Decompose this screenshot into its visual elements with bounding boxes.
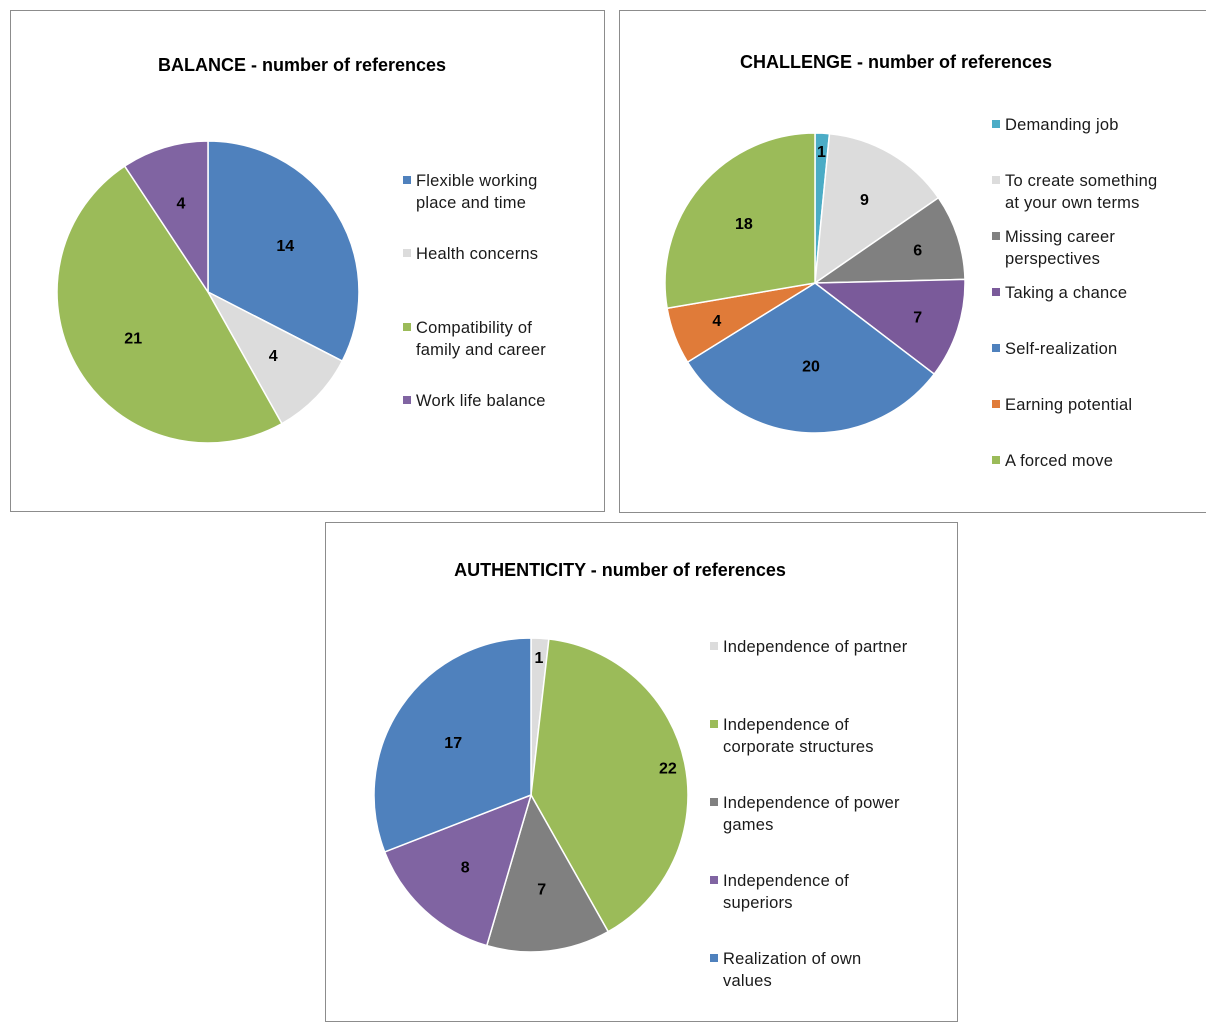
pie-data-labels: 1 9 6 7 20 4 18: [712, 144, 922, 375]
legend-item: Demanding job: [992, 116, 1119, 134]
legend-label: Independence of corporate structures: [723, 716, 874, 756]
legend-item: Taking a chance: [992, 284, 1127, 302]
pie-slice: [123, 140, 209, 295]
legend-label: Independence of power games: [723, 794, 900, 834]
pie-slice: [207, 140, 360, 363]
pie-slice: [664, 132, 816, 310]
legend-swatch: [992, 344, 1000, 352]
legend-swatch: [992, 176, 1000, 184]
legend-swatch: [403, 249, 411, 257]
legend-label: Missing career perspectives: [1005, 228, 1115, 268]
legend-label: Health concerns: [416, 245, 538, 263]
chart-title: AUTHENTICITY - number of references: [454, 560, 786, 580]
legend-swatch: [992, 120, 1000, 128]
pie-slice: [485, 793, 610, 953]
pie-slice: [814, 132, 940, 285]
legend-swatch: [403, 176, 411, 184]
slice-data-label: 14: [276, 238, 294, 255]
slice-data-label: 4: [712, 313, 721, 330]
pie-data-labels: 14 4 21 4: [124, 195, 294, 365]
pie-slice: [812, 196, 966, 284]
legend-swatch: [403, 396, 411, 404]
slice-data-label: 21: [124, 331, 142, 348]
slice-data-label: 1: [534, 650, 543, 667]
legend-item: A forced move: [992, 452, 1113, 470]
legend-item: Independence of power games: [710, 794, 900, 834]
pie-slice: [686, 282, 936, 434]
legend-swatch: [992, 456, 1000, 464]
slice-data-label: 22: [659, 760, 677, 777]
slice-data-label: 6: [913, 243, 922, 260]
legend-label: To create something at your own terms: [1005, 172, 1157, 212]
slice-data-label: 9: [860, 192, 869, 209]
chart-title: CHALLENGE - number of references: [740, 52, 1052, 72]
slice-data-label: 17: [444, 735, 462, 752]
legend-swatch: [710, 954, 718, 962]
legend-item: To create something at your own terms: [992, 172, 1157, 212]
legend-swatch: [710, 876, 718, 884]
legend-label: A forced move: [1005, 452, 1113, 470]
legend-item: Realization of own values: [710, 950, 861, 990]
legend-label: Independence of superiors: [723, 872, 849, 912]
pie-slice: [206, 290, 344, 425]
legend-swatch: [992, 232, 1000, 240]
balance-chart-panel: BALANCE - number of references 14 4 21 4 Flex…: [10, 10, 605, 512]
pie-slice: [812, 278, 966, 376]
slice-data-label: 4: [177, 195, 186, 212]
pie-slices: [664, 132, 966, 434]
legend-item: Self-realization: [992, 340, 1117, 358]
slice-data-label: 20: [802, 358, 820, 375]
chart-title: BALANCE - number of references: [158, 55, 446, 75]
legend-swatch: [710, 720, 718, 728]
legend-item: Flexible working place and time: [403, 172, 538, 212]
pie-slices: [373, 637, 689, 953]
pie-data-labels: 1 22 7 8 17: [444, 650, 677, 899]
slice-data-label: 1: [817, 144, 826, 161]
legend-label: Flexible working place and time: [416, 172, 538, 212]
legend-label: Work life balance: [416, 392, 546, 410]
slice-data-label: 4: [269, 348, 278, 365]
legend-item: Compatibility of family and career: [403, 319, 546, 359]
chart-legend: Flexible working place and time Health con…: [403, 172, 546, 410]
slice-data-label: 7: [913, 309, 922, 326]
legend-label: Earning potential: [1005, 396, 1132, 414]
pie-slice: [56, 165, 283, 444]
pie-slice: [373, 637, 532, 853]
chart-legend: Demanding job To create something at your …: [992, 116, 1157, 470]
pie-chart-svg: CHALLENGE - number of references19672041…: [664, 52, 1157, 470]
pie-chart-svg: AUTHENTICITY - number of references 1 22 7 8…: [373, 560, 908, 990]
legend-label: Realization of own values: [723, 950, 861, 990]
legend-item: Independence of corporate structures: [710, 716, 874, 756]
legend-item: Independence of partner: [710, 638, 908, 656]
legend-label: Demanding job: [1005, 116, 1119, 134]
legend-item: Work life balance: [403, 392, 546, 410]
legend-label: Taking a chance: [1005, 284, 1127, 302]
pie-slice: [383, 793, 533, 947]
authenticity-chart-panel: AUTHENTICITY - number of references 1 22 7 8…: [325, 522, 958, 1022]
legend-item: Missing career perspectives: [992, 228, 1115, 268]
legend-swatch: [403, 323, 411, 331]
slice-data-label: 18: [735, 216, 753, 233]
legend-swatch: [992, 400, 1000, 408]
pie-chart-svg: BALANCE - number of references 14 4 21 4 Flex…: [56, 55, 546, 444]
legend-swatch: [710, 798, 718, 806]
legend-swatch: [710, 642, 718, 650]
legend-item: Earning potential: [992, 396, 1132, 414]
legend-label: Compatibility of family and career: [416, 319, 546, 359]
legend-swatch: [992, 288, 1000, 296]
chart-legend: Independence of partner Independence of co…: [710, 638, 908, 990]
legend-label: Independence of partner: [723, 638, 908, 656]
pie-slices: [56, 140, 360, 444]
legend-item: Independence of superiors: [710, 872, 849, 912]
legend-item: Health concerns: [403, 245, 538, 263]
pie-slice: [530, 638, 689, 933]
legend-label: Self-realization: [1005, 340, 1117, 358]
slice-data-label: 8: [461, 860, 470, 877]
challenge-chart-panel: CHALLENGE - number of references 1 9 6 7 20 4 1…: [619, 10, 1206, 513]
slice-data-label: 7: [537, 882, 546, 899]
